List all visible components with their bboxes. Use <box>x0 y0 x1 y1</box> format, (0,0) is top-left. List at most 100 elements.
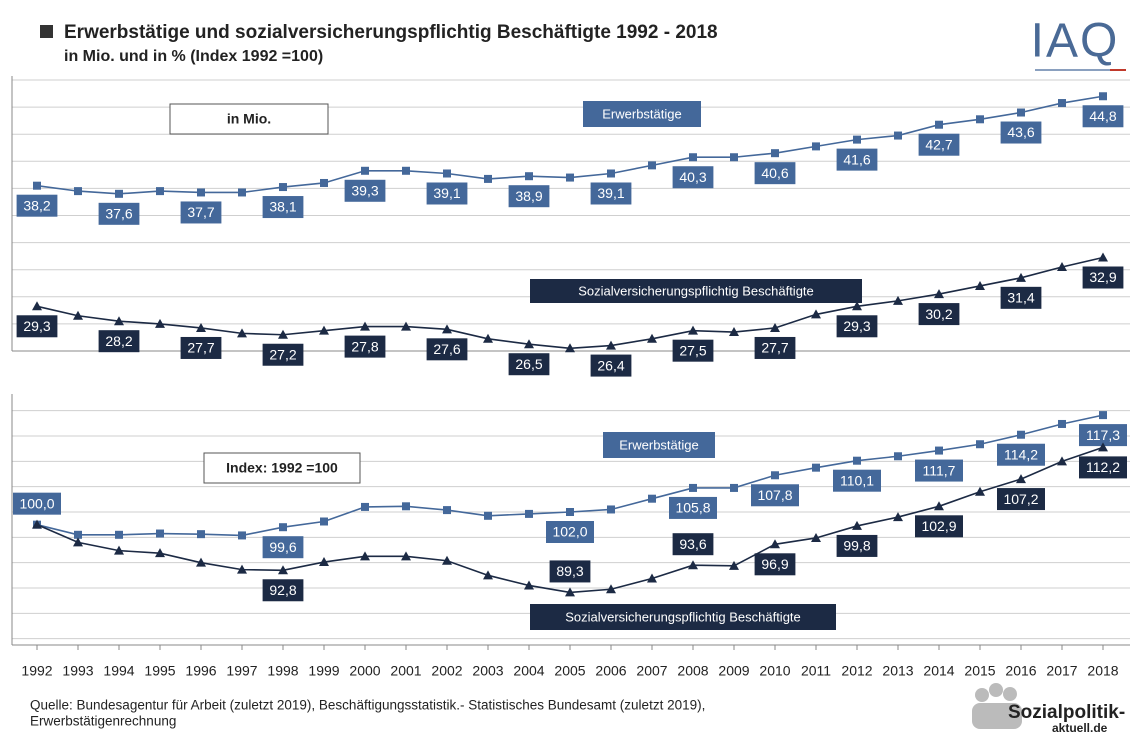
data-label: 43,6 <box>1007 124 1034 140</box>
data-label: 42,7 <box>925 136 952 152</box>
data-label: 107,2 <box>1003 491 1038 507</box>
data-point <box>935 121 943 129</box>
data-point <box>935 447 943 455</box>
data-label: 114,2 <box>1004 446 1038 462</box>
x-tick-label: 1998 <box>267 663 298 679</box>
x-tick-label: 1995 <box>144 663 175 679</box>
data-label: 27,7 <box>187 340 214 356</box>
data-point <box>689 484 697 492</box>
data-label: 89,3 <box>556 563 583 579</box>
data-point <box>525 172 533 180</box>
data-point <box>689 153 697 161</box>
x-tick-label: 2001 <box>390 663 421 679</box>
data-label: 28,2 <box>105 333 132 349</box>
data-point <box>1058 420 1066 428</box>
legend-label: Erwerbstätige <box>602 106 681 121</box>
data-point <box>648 161 656 169</box>
subtitle: in Mio. und in % (Index 1992 =100) <box>64 48 323 65</box>
logo: IAQ <box>1031 15 1120 68</box>
data-point <box>525 510 533 518</box>
data-label: 92,8 <box>269 582 296 598</box>
data-point <box>320 179 328 187</box>
data-label: 44,8 <box>1089 108 1116 124</box>
data-point <box>730 153 738 161</box>
data-point <box>607 169 615 177</box>
data-label: 27,8 <box>351 338 378 354</box>
data-point <box>443 506 451 514</box>
data-label: 29,3 <box>23 318 50 334</box>
x-tick-label: 2014 <box>923 663 954 679</box>
data-point <box>771 149 779 157</box>
data-label: 37,7 <box>187 204 214 220</box>
data-point <box>976 440 984 448</box>
x-tick-label: 1993 <box>62 663 93 679</box>
data-point <box>74 187 82 195</box>
brand: Sozialpolitik- <box>1008 702 1125 723</box>
x-tick-label: 1992 <box>21 663 52 679</box>
data-point <box>812 142 820 150</box>
data-point <box>156 530 164 538</box>
annotation: in Mio. <box>227 111 271 127</box>
data-point <box>894 132 902 140</box>
title-bullet <box>40 25 53 38</box>
data-point <box>238 531 246 539</box>
data-point <box>320 518 328 526</box>
data-label: 99,6 <box>269 539 296 555</box>
data-point <box>443 169 451 177</box>
x-tick-label: 2000 <box>349 663 380 679</box>
data-point <box>484 512 492 520</box>
data-label: 26,5 <box>515 356 542 372</box>
data-point <box>1058 99 1066 107</box>
data-label: 37,6 <box>105 206 132 222</box>
title: Erwerbstätige und sozialversicherungspfl… <box>64 22 718 43</box>
annotation: Index: 1992 =100 <box>226 460 338 476</box>
data-point <box>115 531 123 539</box>
data-label: 38,1 <box>269 199 296 215</box>
data-label: 107,8 <box>757 487 792 503</box>
data-label: 41,6 <box>843 151 870 167</box>
x-tick-label: 2006 <box>595 663 626 679</box>
data-point <box>279 523 287 531</box>
x-tick-label: 1996 <box>185 663 216 679</box>
x-tick-label: 2009 <box>718 663 749 679</box>
data-label: 110,1 <box>840 472 874 488</box>
data-point <box>1099 411 1107 419</box>
data-label: 39,3 <box>351 182 378 198</box>
data-point <box>115 190 123 198</box>
data-point <box>648 495 656 503</box>
data-label: 27,2 <box>269 346 296 362</box>
data-label: 102,9 <box>921 518 956 534</box>
data-label: 29,3 <box>843 318 870 334</box>
legend-label: Sozialversicherungspflichtig Beschäftigt… <box>578 283 814 298</box>
data-label: 30,2 <box>925 306 952 322</box>
legend-label: Erwerbstätige <box>619 437 698 452</box>
data-label: 27,7 <box>761 340 788 356</box>
data-label: 102,0 <box>552 524 587 540</box>
data-label: 96,9 <box>761 556 788 572</box>
data-point <box>156 187 164 195</box>
data-point <box>1099 92 1107 100</box>
data-point <box>976 115 984 123</box>
x-tick-label: 2015 <box>964 663 995 679</box>
data-label: 40,3 <box>679 169 706 185</box>
data-label: 31,4 <box>1007 290 1034 306</box>
data-point <box>812 464 820 472</box>
data-point <box>566 174 574 182</box>
chart: Erwerbstätige und sozialversicherungspfl… <box>0 0 1132 735</box>
data-label: 39,1 <box>597 185 624 201</box>
legend-label: Sozialversicherungspflichtig Beschäftigt… <box>565 609 801 624</box>
data-point <box>853 136 861 144</box>
x-tick-label: 2004 <box>513 663 544 679</box>
data-label: 26,4 <box>597 357 624 373</box>
x-tick-label: 1999 <box>308 663 339 679</box>
x-tick-label: 2013 <box>882 663 913 679</box>
data-point <box>1017 431 1025 439</box>
data-label: 38,9 <box>515 188 542 204</box>
x-tick-label: 2005 <box>554 663 585 679</box>
data-label: 39,1 <box>433 185 460 201</box>
data-point <box>402 502 410 510</box>
data-label: 38,2 <box>23 197 50 213</box>
data-point <box>197 530 205 538</box>
data-point <box>197 188 205 196</box>
data-point <box>894 452 902 460</box>
